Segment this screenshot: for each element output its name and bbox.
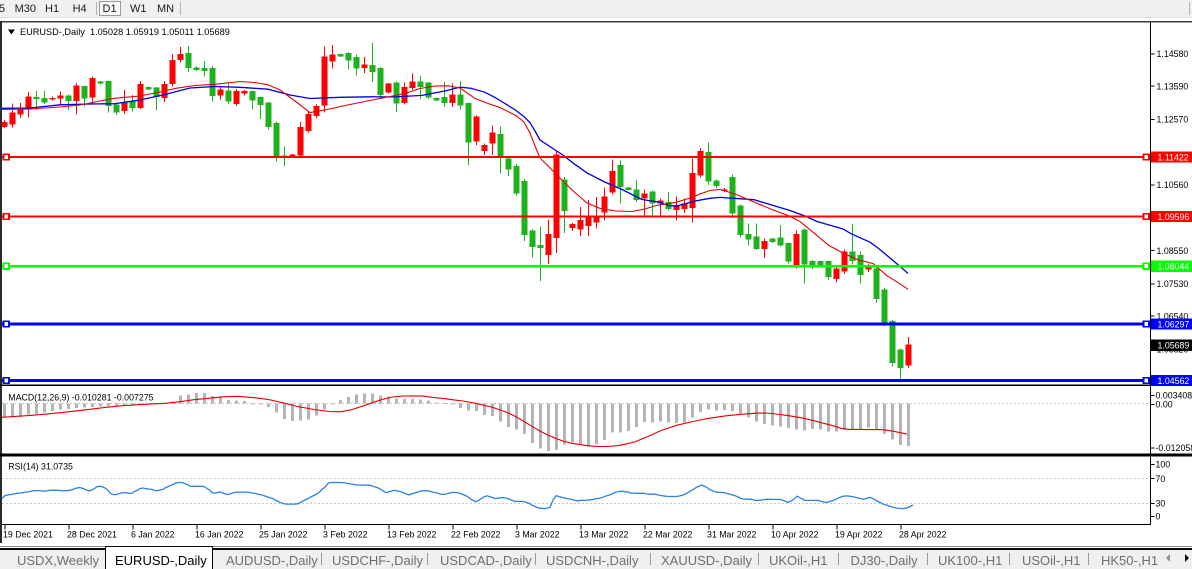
svg-text:3 Mar 2022: 3 Mar 2022 [515,530,560,540]
svg-text:6 Jan 2022: 6 Jan 2022 [131,530,175,540]
svg-text:1.09596: 1.09596 [1158,212,1190,222]
svg-text:RSI(14) 31.0735: RSI(14) 31.0735 [8,462,73,472]
svg-text:0: 0 [1156,512,1161,522]
svg-text:0.003408: 0.003408 [1156,391,1192,401]
svg-text:1.12570: 1.12570 [1157,115,1189,125]
svg-text:1.10560: 1.10560 [1157,180,1189,190]
svg-text:1.06540: 1.06540 [1157,311,1189,321]
svg-text:28 Apr 2022: 28 Apr 2022 [899,530,947,540]
svg-text:19 Apr 2022: 19 Apr 2022 [835,530,883,540]
svg-text:22 Mar 2022: 22 Mar 2022 [643,530,692,540]
svg-text:1.13590: 1.13590 [1157,81,1189,91]
svg-text:-0.012058: -0.012058 [1156,443,1192,453]
svg-text:EURUSD-,Daily: EURUSD-,Daily [20,27,85,37]
svg-text:25 Jan 2022: 25 Jan 2022 [259,530,308,540]
svg-text:13 Mar 2022: 13 Mar 2022 [579,530,628,540]
svg-text:1.08550: 1.08550 [1157,246,1189,256]
svg-text:70: 70 [1156,474,1166,484]
svg-text:1.08044: 1.08044 [1158,262,1190,272]
svg-text:1.14580: 1.14580 [1157,49,1189,59]
svg-text:MACD(12,26,9) -0.010281 -0.007: MACD(12,26,9) -0.010281 -0.007275 [8,392,153,402]
svg-text:100: 100 [1156,460,1171,470]
svg-text:0.00: 0.00 [1156,400,1173,410]
svg-text:19 Dec 2021: 19 Dec 2021 [3,530,53,540]
svg-text:1.06297: 1.06297 [1158,320,1190,330]
svg-text:31 Mar 2022: 31 Mar 2022 [707,530,756,540]
svg-text:3 Feb 2022: 3 Feb 2022 [323,530,368,540]
svg-text:1.05028 1.05919 1.05011 1.0568: 1.05028 1.05919 1.05011 1.05689 [90,27,230,37]
svg-text:1.07530: 1.07530 [1157,279,1189,289]
svg-text:13 Feb 2022: 13 Feb 2022 [387,530,437,540]
svg-text:30: 30 [1156,499,1166,509]
svg-text:22 Feb 2022: 22 Feb 2022 [451,530,501,540]
svg-text:1.11422: 1.11422 [1158,152,1189,162]
svg-text:28 Dec 2021: 28 Dec 2021 [67,530,117,540]
svg-text:1.05689: 1.05689 [1158,341,1190,351]
svg-text:1.04562: 1.04562 [1158,376,1190,386]
svg-text:10 Apr 2022: 10 Apr 2022 [771,530,819,540]
svg-text:16 Jan 2022: 16 Jan 2022 [195,530,244,540]
